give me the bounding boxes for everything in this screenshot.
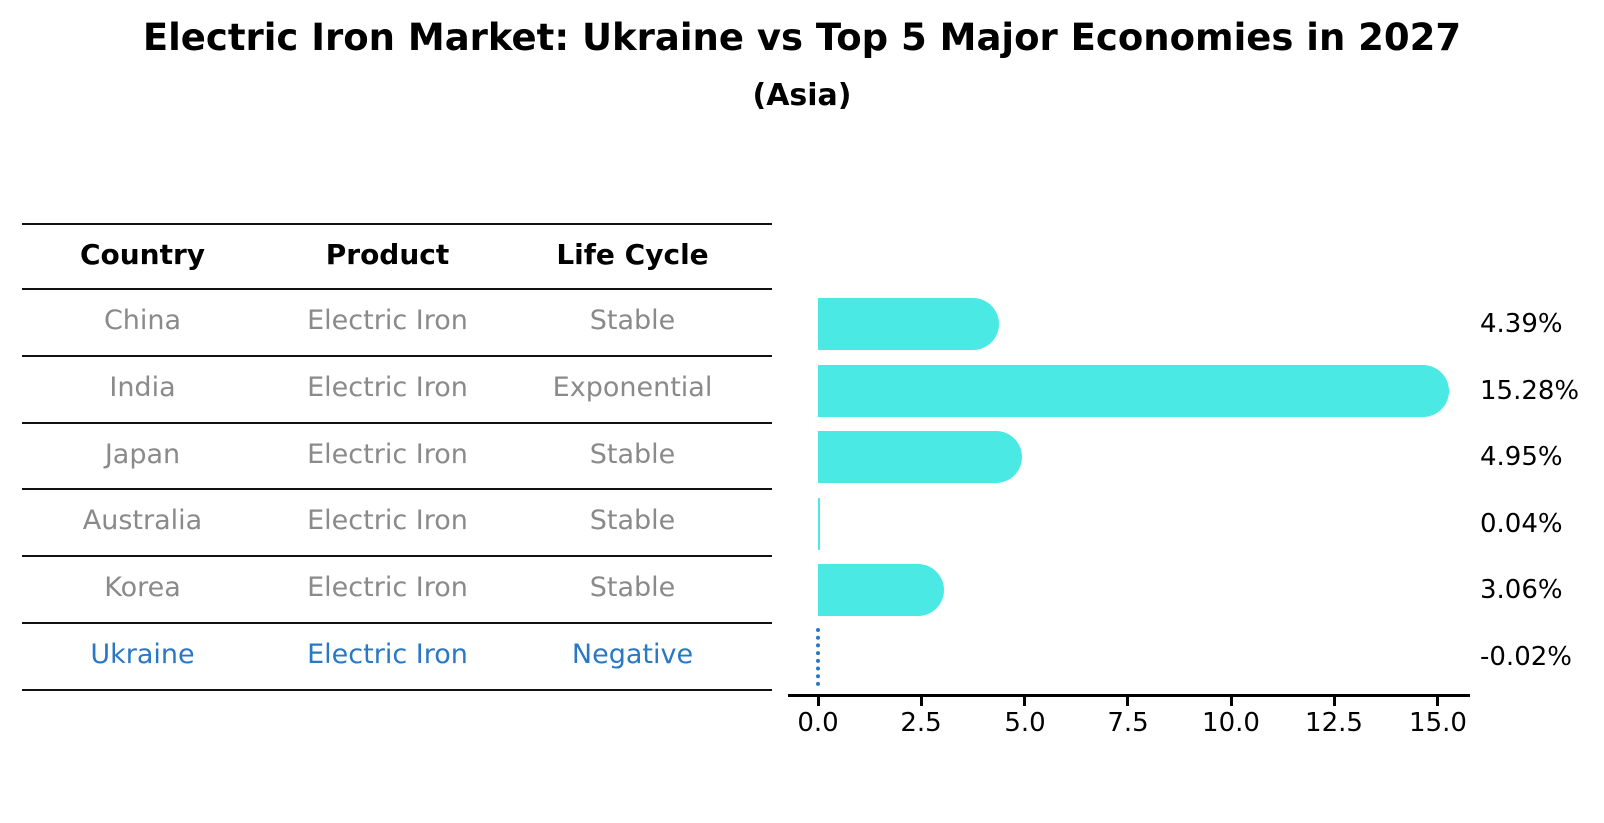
table-header-product: Product [325,238,450,271]
cell-ukraine-country: Ukraine [90,639,195,670]
x-tick-label: 12.5 [1305,708,1363,738]
x-tick-label: 10.0 [1202,708,1260,738]
chart-subtitle: (Asia) [752,78,852,113]
x-axis-tick [1436,697,1439,706]
table-divider [22,555,772,557]
cell-australia-lifecycle: Stable [589,505,676,536]
cell-china-country: China [103,305,182,336]
table-divider [22,422,772,424]
x-tick-label: 0.0 [797,708,839,738]
x-axis-line [788,694,1470,697]
cell-china-product: Electric Iron [307,305,468,336]
bar-australia [818,498,820,550]
cell-korea-lifecycle: Stable [589,572,676,603]
bar-japan [818,431,1022,483]
cell-korea-product: Electric Iron [307,572,468,603]
cell-india-product: Electric Iron [307,372,468,403]
table-divider [22,622,772,624]
cell-china-lifecycle: Stable [589,305,676,336]
table-header-country: Country [79,238,206,271]
x-tick-label: 15.0 [1409,708,1467,738]
bar-china [818,298,999,350]
bar-india [818,365,1449,417]
x-axis-tick [1333,697,1336,706]
value-label-ukraine: -0.02% [1480,642,1572,672]
x-axis-tick [1126,697,1129,706]
x-axis-tick [1023,697,1026,706]
x-axis-tick [817,697,820,706]
cell-japan-product: Electric Iron [307,439,468,470]
x-axis-tick [920,697,923,706]
cell-japan-lifecycle: Stable [589,439,676,470]
cell-ukraine-product: Electric Iron [307,639,468,670]
x-tick-label: 5.0 [1004,708,1046,738]
table-divider [22,223,772,225]
cell-india-lifecycle: Exponential [552,372,713,403]
table-divider [22,488,772,490]
bar-ukraine-negative-marker [816,628,820,686]
bar-korea [818,564,944,616]
cell-australia-country: Australia [82,505,203,536]
table-divider [22,689,772,691]
x-tick-label: 2.5 [900,708,942,738]
cell-ukraine-lifecycle: Negative [571,639,694,670]
chart-title: Electric Iron Market: Ukraine vs Top 5 M… [142,16,1462,59]
value-label-korea: 3.06% [1480,575,1563,605]
value-label-china: 4.39% [1480,309,1563,339]
x-tick-label: 7.5 [1107,708,1149,738]
cell-australia-product: Electric Iron [307,505,468,536]
cell-korea-country: Korea [104,572,181,603]
value-label-india: 15.28% [1480,376,1580,406]
table-divider [22,288,772,290]
x-axis-tick [1230,697,1233,706]
value-label-japan: 4.95% [1480,442,1563,472]
cell-japan-country: Japan [104,439,181,470]
table-header-lifecycle: Life Cycle [556,238,709,271]
value-label-australia: 0.04% [1480,509,1563,539]
table-divider [22,355,772,357]
cell-india-country: India [109,372,176,403]
